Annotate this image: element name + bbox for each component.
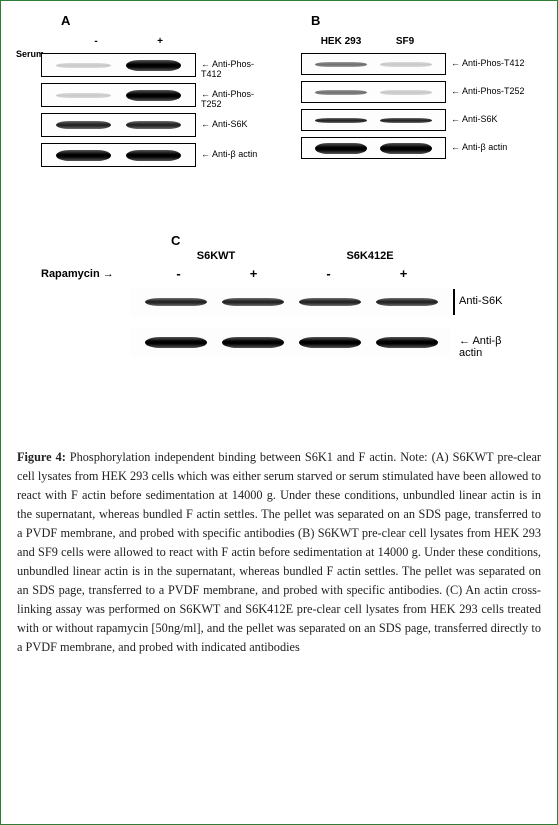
bracket-bar — [453, 289, 455, 315]
band — [145, 298, 207, 306]
band — [315, 62, 367, 67]
figure-body: (A) S6KWT pre-clear cell lysates from HE… — [17, 450, 541, 654]
panel-c-headers: S6KWT S6K412E — [141, 246, 521, 264]
antibody-label: Anti-Phos-T412 — [201, 59, 271, 79]
rap-sign-0: - — [141, 266, 216, 281]
figure-note-prefix: Note: — [400, 450, 427, 464]
band — [126, 121, 181, 129]
blot-box — [41, 143, 196, 167]
band — [315, 118, 367, 123]
panel-b-label: B — [311, 13, 320, 28]
band — [222, 298, 284, 306]
antibody-label: Anti-Phos-T252 — [451, 86, 525, 96]
blot-box — [301, 137, 446, 159]
blot-row: Anti-Phos-T412 — [41, 53, 271, 77]
antibody-label: Anti-S6K — [451, 114, 498, 124]
panel-b-col2: SF9 — [375, 36, 435, 47]
blot-box — [41, 53, 196, 77]
band — [376, 298, 438, 306]
band — [376, 337, 438, 348]
blot-box — [301, 109, 446, 131]
rap-sign-2: - — [291, 266, 366, 281]
serum-label: Serum — [16, 49, 44, 59]
antibody-label: Anti-β actin — [459, 335, 521, 359]
blot-box — [41, 113, 196, 137]
panel-c-col2: S6K412E — [295, 250, 445, 262]
band — [299, 337, 361, 348]
panel-b: HEK 293 SF9 Anti-Phos-T412 Anti-Phos-T252… — [301, 31, 531, 165]
blot-box — [301, 81, 446, 103]
blot-row: Anti-S6K — [131, 287, 521, 317]
band — [315, 90, 367, 95]
blot-row: Anti-β actin — [301, 137, 531, 159]
band — [222, 337, 284, 348]
antibody-label: Anti-β actin — [201, 149, 257, 159]
panel-a-headers: - + — [66, 31, 271, 49]
figure-number: Figure 4: — [17, 450, 66, 464]
rap-sign-1: + — [216, 266, 291, 281]
figure-title: Phosphorylation independent binding betw… — [70, 450, 397, 464]
blot-row: Anti-Phos-T412 — [301, 53, 531, 75]
blot-row: Anti-S6K — [301, 109, 531, 131]
blot-row: Anti-Phos-T252 — [41, 83, 271, 107]
blot-row: Anti-S6K — [41, 113, 271, 137]
band — [299, 298, 361, 306]
blot-row: Anti-β actin — [131, 327, 521, 357]
antibody-label: Anti-S6K — [201, 119, 248, 129]
antibody-label: Anti-Phos-T412 — [451, 58, 525, 68]
band — [380, 143, 432, 154]
panel-c-col1: S6KWT — [141, 250, 291, 262]
band — [145, 337, 207, 348]
blot-box — [41, 83, 196, 107]
rapamycin-label: Rapamycin → — [41, 268, 141, 280]
band — [56, 63, 111, 68]
panel-a-label: A — [61, 13, 70, 28]
band — [380, 118, 432, 123]
rapamycin-row: Rapamycin → - + - + — [41, 266, 521, 281]
rap-sign-3: + — [366, 266, 441, 281]
figure-panels: A Serum - + Anti-Phos-T412 Anti-Phos-T252… — [11, 11, 547, 436]
band — [126, 90, 181, 101]
antibody-label: Anti-Phos-T252 — [201, 89, 271, 109]
band — [56, 121, 111, 129]
antibody-label: Anti-β actin — [451, 142, 507, 152]
band — [126, 150, 181, 161]
blot-box — [131, 287, 451, 317]
blot-row: Anti-Phos-T252 — [301, 81, 531, 103]
panel-a-col1: - — [66, 36, 126, 47]
band — [380, 90, 432, 95]
panel-b-headers: HEK 293 SF9 — [311, 31, 531, 49]
blot-box — [301, 53, 446, 75]
band — [126, 60, 181, 71]
panel-a: Serum - + Anti-Phos-T412Anti-Phos-T252An… — [41, 31, 271, 173]
antibody-label: Anti-S6K — [459, 295, 502, 307]
band — [56, 150, 111, 161]
panel-a-col2: + — [130, 36, 190, 47]
panel-b-col1: HEK 293 — [311, 36, 371, 47]
figure-caption: Figure 4: Phosphorylation independent bi… — [11, 444, 547, 662]
band — [315, 143, 367, 154]
band — [56, 93, 111, 98]
blot-box — [131, 327, 451, 357]
band — [380, 62, 432, 67]
panel-c: S6KWT S6K412E Rapamycin → - + - + Anti-S… — [41, 246, 521, 367]
blot-row: Anti-β actin — [41, 143, 271, 167]
